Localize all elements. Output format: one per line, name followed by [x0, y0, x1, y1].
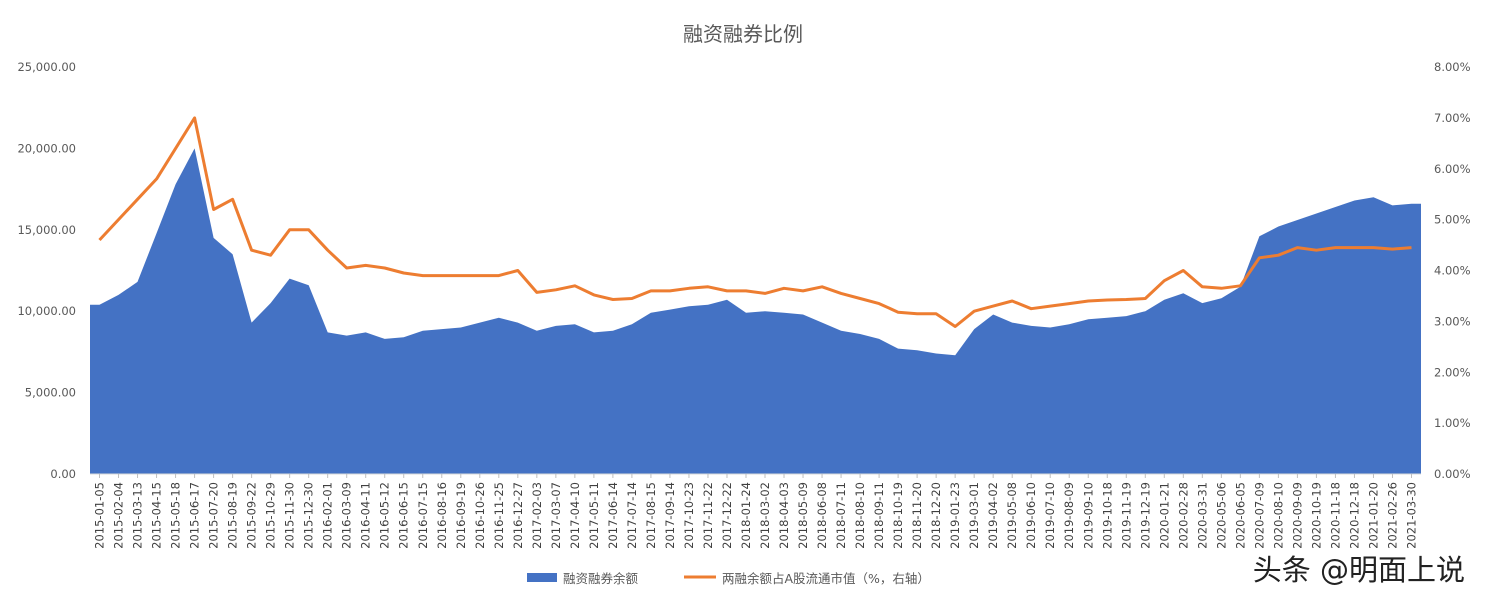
x-tick-label: 2020-01-21	[1157, 482, 1171, 549]
x-tick-label: 2020-02-28	[1176, 482, 1190, 549]
x-tick-label: 2021-03-30	[1405, 482, 1419, 549]
x-tick-label: 2017-08-15	[644, 482, 658, 549]
x-tick-label: 2021-01-20	[1367, 482, 1381, 549]
x-tick-label: 2016-02-01	[321, 482, 335, 549]
y-right-tick-label: 5.00%	[1434, 213, 1471, 227]
x-tick-label: 2017-09-14	[663, 482, 677, 549]
x-tick-label: 2015-04-15	[150, 482, 164, 549]
y-left-tick-label: 15,000.00	[17, 223, 76, 237]
x-tick-label: 2018-12-20	[929, 482, 943, 549]
y-right-tick-label: 8.00%	[1434, 60, 1471, 74]
x-tick-label: 2020-05-06	[1214, 482, 1228, 549]
x-tick-label: 2016-11-25	[492, 482, 506, 549]
x-axis: 2015-01-05 2015-02-04 2015-03-13 2015-04-15…	[93, 474, 1419, 549]
x-tick-label: 2019-03-01	[967, 482, 981, 549]
x-tick-label: 2016-08-16	[435, 482, 449, 549]
x-tick-label: 2016-05-12	[378, 482, 392, 549]
x-tick-label: 2016-03-09	[340, 482, 354, 549]
x-tick-label: 2015-03-13	[131, 482, 145, 549]
x-tick-label: 2019-04-02	[986, 482, 1000, 549]
x-tick-label: 2018-10-19	[891, 482, 905, 549]
x-tick-label: 2019-08-09	[1062, 482, 1076, 549]
x-tick-label: 2015-01-05	[93, 482, 107, 549]
x-tick-label: 2015-10-29	[264, 482, 278, 549]
y-right-tick-label: 3.00%	[1434, 314, 1471, 328]
x-tick-label: 2017-10-23	[682, 482, 696, 549]
x-tick-label: 2016-04-11	[359, 482, 373, 549]
x-tick-label: 2020-08-10	[1271, 482, 1285, 549]
legend-label-ratio: 两融余额占A股流通市值（%，右轴）	[722, 571, 930, 586]
y-right-tick-label: 0.00%	[1434, 467, 1471, 481]
x-tick-label: 2016-09-19	[454, 482, 468, 549]
x-tick-label: 2015-12-30	[302, 482, 316, 549]
x-tick-label: 2020-06-05	[1233, 482, 1247, 549]
y-left-axis: 0.00 5,000.00 10,000.00 15,000.00 20,000.00 2…	[17, 60, 76, 481]
x-tick-label: 2017-07-14	[625, 482, 639, 549]
series-area-layer	[90, 148, 1421, 474]
x-tick-label: 2020-12-18	[1348, 482, 1362, 549]
x-tick-label: 2017-05-11	[587, 482, 601, 549]
y-left-tick-label: 0.00	[50, 467, 76, 481]
watermark-text: 头条 @明面上说	[1253, 553, 1465, 587]
y-left-tick-label: 20,000.00	[17, 141, 76, 155]
x-tick-label: 2020-09-09	[1290, 482, 1304, 549]
x-tick-label: 2020-03-31	[1195, 482, 1209, 549]
x-tick-label: 2018-09-11	[872, 482, 886, 549]
y-left-tick-label: 5,000.00	[25, 386, 76, 400]
x-tick-label: 2018-11-20	[910, 482, 924, 549]
y-right-tick-label: 6.00%	[1434, 162, 1471, 176]
x-tick-label: 2018-05-09	[796, 482, 810, 549]
x-tick-label: 2016-07-15	[416, 482, 430, 549]
x-tick-label: 2019-10-18	[1100, 482, 1114, 549]
x-tick-label: 2020-11-18	[1328, 482, 1342, 549]
x-tick-label: 2017-11-22	[701, 482, 715, 549]
x-tick-label: 2016-06-15	[397, 482, 411, 549]
x-tick-label: 2019-05-08	[1005, 482, 1019, 549]
y-left-tick-label: 10,000.00	[17, 304, 76, 318]
x-tick-label: 2015-09-22	[245, 482, 259, 549]
series-balance-area	[90, 148, 1421, 474]
y-right-tick-label: 7.00%	[1434, 111, 1471, 125]
x-tick-label: 2018-03-02	[758, 482, 772, 549]
series-line-layer	[98, 116, 1412, 328]
x-tick-label: 2018-07-11	[834, 482, 848, 549]
x-tick-label: 2019-11-19	[1119, 482, 1133, 549]
chart-title: 融资融券比例	[683, 22, 803, 46]
x-tick-label: 2016-12-27	[511, 482, 525, 549]
x-tick-label: 2019-01-23	[948, 482, 962, 549]
x-tick-label: 2021-02-26	[1386, 482, 1400, 549]
x-tick-label: 2018-06-08	[815, 482, 829, 549]
x-tick-label: 2020-07-09	[1252, 482, 1266, 549]
x-tick-label: 2016-10-26	[473, 482, 487, 549]
y-left-tick-label: 25,000.00	[17, 60, 76, 74]
x-tick-label: 2015-07-20	[207, 482, 221, 549]
x-tick-label: 2015-06-17	[188, 482, 202, 549]
x-tick-label: 2019-09-10	[1081, 482, 1095, 549]
x-tick-label: 2015-05-18	[169, 482, 183, 549]
x-tick-label: 2015-11-30	[283, 482, 297, 549]
legend: 融资融券余额 两融余额占A股流通市值（%，右轴）	[527, 571, 930, 586]
y-right-tick-label: 1.00%	[1434, 416, 1471, 430]
x-tick-label: 2018-01-24	[739, 482, 753, 549]
y-right-tick-label: 2.00%	[1434, 365, 1471, 379]
x-tick-label: 2017-12-22	[720, 482, 734, 549]
legend-label-balance: 融资融券余额	[563, 571, 639, 586]
x-tick-label: 2018-04-03	[777, 482, 791, 549]
x-tick-label: 2015-08-19	[226, 482, 240, 549]
x-tick-label: 2017-02-03	[530, 482, 544, 549]
x-tick-label: 2019-07-10	[1043, 482, 1057, 549]
x-tick-label: 2020-10-19	[1309, 482, 1323, 549]
y-right-tick-label: 4.00%	[1434, 264, 1471, 278]
legend-swatch-balance	[527, 573, 557, 582]
x-tick-label: 2017-03-07	[549, 482, 563, 549]
x-tick-label: 2017-04-10	[568, 482, 582, 549]
x-tick-label: 2017-06-14	[606, 482, 620, 549]
x-tick-label: 2018-08-10	[853, 482, 867, 549]
x-tick-label: 2019-06-10	[1024, 482, 1038, 549]
y-right-axis: 0.00% 1.00% 2.00% 3.00% 4.00% 5.00% 6.00% 7.00%…	[1434, 60, 1471, 481]
x-tick-label: 2015-02-04	[112, 482, 126, 549]
x-tick-label: 2019-12-19	[1138, 482, 1152, 549]
series-ratio-line	[98, 116, 1412, 328]
